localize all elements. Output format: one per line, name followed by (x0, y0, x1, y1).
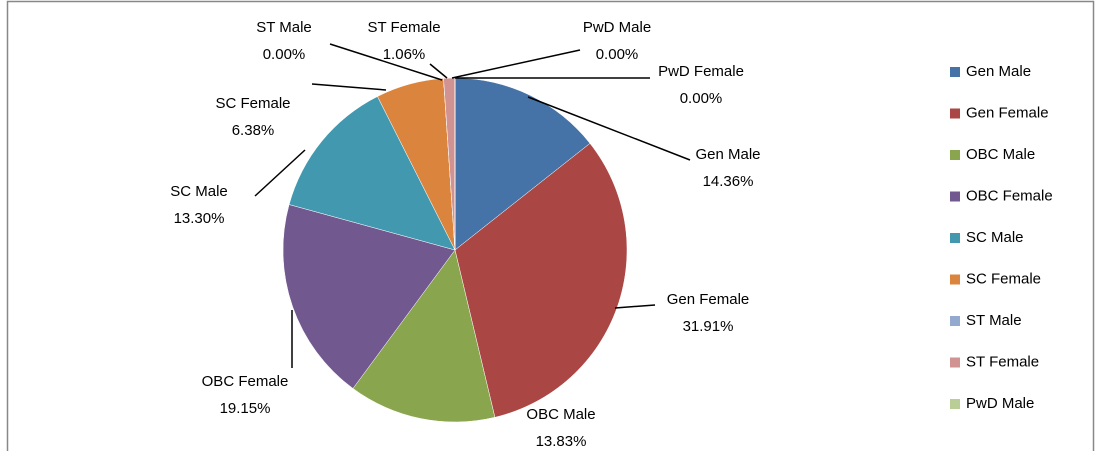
leader-line (429, 63, 448, 79)
data-label-name: SC Male (170, 183, 228, 200)
legend-swatch (950, 67, 960, 77)
leader-line (614, 304, 656, 309)
data-label-name: Gen Female (667, 291, 750, 308)
data-label: 13.30% (174, 210, 225, 227)
data-label: 19.15% (220, 400, 271, 417)
legend-label: PwD Male (966, 395, 1034, 412)
legend-label: ST Female (966, 353, 1039, 370)
legend-swatch (950, 108, 960, 119)
data-label: 13.83% (536, 433, 587, 450)
data-label-name: OBC Male (526, 406, 595, 423)
legend-label: SC Female (966, 270, 1041, 287)
leader-line (527, 96, 691, 161)
legend-label: Gen Male (966, 63, 1031, 80)
data-label-name: ST Female (367, 19, 440, 36)
legend-label: ST Male (966, 312, 1022, 329)
legend-label: OBC Female (966, 187, 1053, 204)
data-label-name: SC Female (215, 95, 290, 112)
legend-label: Gen Female (966, 104, 1049, 121)
leader-line (311, 83, 387, 91)
pie-slice (454, 143, 628, 418)
data-label: 1.06% (383, 46, 426, 63)
legend-label: SC Male (966, 229, 1024, 246)
pie-slice (282, 204, 456, 389)
legend-swatch (950, 191, 960, 202)
leader-line (254, 149, 306, 197)
data-label: 0.00% (680, 90, 723, 107)
legend-swatch (950, 399, 960, 409)
legend-swatch (950, 274, 960, 285)
legend-swatch (950, 316, 960, 326)
data-label: 6.38% (232, 122, 275, 139)
legend-label: OBC Male (966, 146, 1035, 163)
data-label: 14.36% (703, 173, 754, 190)
legend-swatch (950, 357, 960, 368)
leader-line (329, 43, 443, 81)
pie-slice (288, 96, 456, 251)
legend-swatch (950, 233, 960, 243)
pie-slice (352, 249, 496, 423)
data-label-name: ST Male (256, 19, 312, 36)
leader-line (451, 49, 581, 79)
data-label: 0.00% (263, 46, 306, 63)
data-label-name: PwD Male (583, 19, 651, 36)
data-label-name: OBC Female (202, 373, 289, 390)
legend-swatch (950, 150, 960, 160)
data-label: 0.00% (596, 46, 639, 63)
data-label-name: Gen Male (695, 146, 760, 163)
data-label-name: PwD Female (658, 63, 744, 80)
data-label: 31.91% (683, 318, 734, 335)
